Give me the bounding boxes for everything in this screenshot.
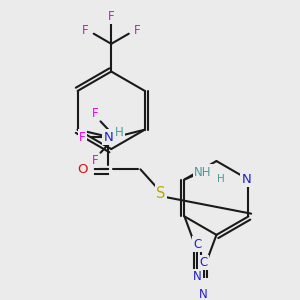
Text: O: O — [77, 163, 88, 176]
Text: N: N — [193, 270, 202, 283]
Text: F: F — [79, 130, 86, 144]
Text: H: H — [115, 126, 124, 139]
Text: S: S — [156, 186, 165, 201]
Text: H: H — [217, 174, 224, 184]
Text: F: F — [134, 24, 140, 38]
Text: N: N — [199, 288, 208, 300]
Text: F: F — [92, 107, 98, 121]
Text: F: F — [82, 24, 89, 38]
Text: NH: NH — [194, 166, 212, 178]
Text: C: C — [193, 238, 202, 250]
Text: F: F — [92, 154, 98, 166]
Text: F: F — [108, 10, 115, 23]
Text: N: N — [242, 173, 251, 186]
Text: C: C — [200, 256, 208, 269]
Text: N: N — [103, 130, 113, 144]
